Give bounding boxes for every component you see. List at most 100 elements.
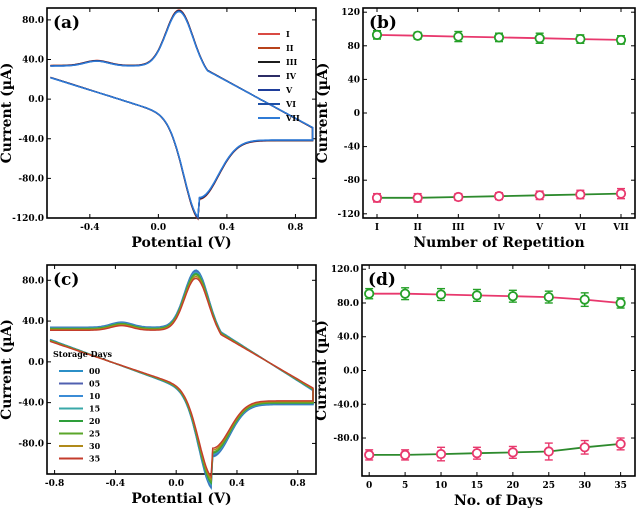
data-point	[615, 34, 627, 46]
data-point	[507, 447, 518, 458]
data-point	[579, 442, 590, 453]
series-line	[369, 292, 621, 304]
y-tick-label: 0.0	[343, 367, 359, 377]
curves	[49, 269, 314, 491]
legend-label: IV	[286, 71, 297, 81]
x-tick-label: V	[535, 223, 544, 233]
x-tick-label: 20	[507, 481, 520, 491]
data-point	[400, 449, 411, 460]
x-tick-label: 30	[578, 481, 591, 491]
series-0	[364, 287, 626, 309]
panel-3: -80.0 -40.0 0.0 40.0 80.0 120.0 0 5 10 15 20 25 30 35…	[314, 264, 636, 509]
y-tick-label: -40.0	[18, 399, 44, 409]
plot-frame	[46, 264, 317, 475]
x-tick-label: 0.0	[151, 223, 167, 233]
legend-label: 05	[89, 379, 100, 389]
cv-curve-VII	[50, 11, 314, 219]
cv-curve-IV	[50, 10, 314, 220]
data-point	[534, 190, 545, 201]
x-tick-label: -0.4	[106, 479, 125, 489]
x-tick-label: 0.8	[288, 223, 304, 233]
data-point	[412, 192, 423, 203]
legend-label: 20	[89, 416, 101, 426]
x-tick-label: VI	[574, 223, 586, 233]
panel-label: (d)	[368, 270, 396, 290]
y-tick-label: -80	[344, 176, 360, 186]
y-tick-label: 80.0	[22, 276, 44, 286]
cv-curve-V	[50, 10, 314, 220]
y-tick-label: 80.0	[337, 299, 359, 309]
data-point	[471, 290, 483, 301]
legend-label: 15	[89, 404, 100, 414]
panel-label: (b)	[369, 13, 397, 33]
y-axis-label: Current (µA)	[315, 63, 331, 164]
series-0	[371, 29, 627, 46]
data-point	[435, 289, 447, 300]
y-tick-label: 0.0	[28, 95, 44, 105]
legend-label: VI	[285, 99, 296, 109]
x-tick-label: II	[413, 223, 421, 233]
x-tick-label: 25	[543, 481, 556, 491]
x-tick-label: -0.4	[80, 223, 99, 233]
series-1	[371, 187, 627, 203]
x-axis-label: Number of Repetition	[413, 235, 584, 251]
x-tick-label: III	[452, 223, 465, 233]
data-point	[371, 29, 383, 40]
cv-curve-VI	[50, 10, 314, 219]
data-point	[364, 449, 375, 460]
data-point	[453, 31, 464, 42]
data-point	[412, 30, 423, 41]
plot-frame	[46, 7, 317, 219]
panel-2: -80.0 -40.0 0.0 40.0 80.0 -0.8 -0.4 0.0 0.4 0.8 Po…	[0, 264, 317, 507]
data-point	[364, 288, 375, 299]
legend-label: I	[286, 29, 290, 39]
y-tick-label: -80.0	[18, 439, 44, 449]
y-tick-label: -80.0	[18, 174, 44, 184]
panel-1: -120 -80 -40 0 40 80 120 Number of Repetition Cu…	[315, 7, 636, 251]
series-1	[364, 437, 626, 462]
data-point	[493, 32, 505, 43]
x-tick-label: 15	[471, 481, 484, 491]
y-tick-label: -120.0	[12, 214, 44, 224]
y-tick-label: 40.0	[22, 317, 44, 327]
y-axis-label: Current (µA)	[0, 63, 15, 164]
x-tick-label: 5	[402, 481, 408, 491]
y-tick-label: -40.0	[333, 400, 359, 410]
y-axis-label: Current (µA)	[314, 320, 330, 421]
series-line	[369, 443, 621, 456]
y-tick-label: 80.0	[22, 16, 44, 26]
y-tick-label: -40	[344, 143, 360, 153]
legend-label: 25	[89, 429, 100, 439]
y-tick-label: 120	[341, 8, 360, 18]
x-tick-label: 0.8	[290, 479, 306, 489]
y-tick-label: 40.0	[337, 333, 359, 343]
x-axis-label: Potential (V)	[131, 235, 231, 251]
panel-0: -120.0 -80.0 -40.0 0.0 40.0 80.0 -0.4 0.0 0.4 0.8…	[0, 7, 317, 251]
y-tick-label: -120	[337, 210, 360, 220]
x-tick-label: I	[375, 223, 379, 233]
curves	[50, 9, 314, 221]
cv-curve-III	[50, 9, 314, 220]
data-point	[615, 188, 627, 199]
data-point	[615, 438, 626, 450]
legend-label: II	[286, 43, 294, 53]
x-axis-label: Potential (V)	[131, 491, 231, 507]
x-tick-label: VII	[612, 223, 628, 233]
data-point	[507, 291, 518, 302]
x-tick-label: 35	[614, 481, 627, 491]
data-point	[543, 291, 554, 303]
data-point	[493, 191, 505, 202]
data-point	[435, 448, 447, 460]
panel-label: (c)	[53, 270, 79, 290]
legend-label: 30	[89, 441, 101, 451]
legend: Storage Days 00 05 10 15 20 25 30 35	[53, 349, 112, 464]
y-tick-label: 80	[347, 42, 360, 52]
x-tick-label: 0.0	[168, 479, 184, 489]
legend-label: 35	[89, 454, 100, 464]
y-tick-label: 40.0	[22, 56, 44, 66]
cv-curve-35	[49, 277, 314, 479]
x-tick-label: IV	[493, 223, 505, 233]
data-point	[575, 33, 586, 45]
